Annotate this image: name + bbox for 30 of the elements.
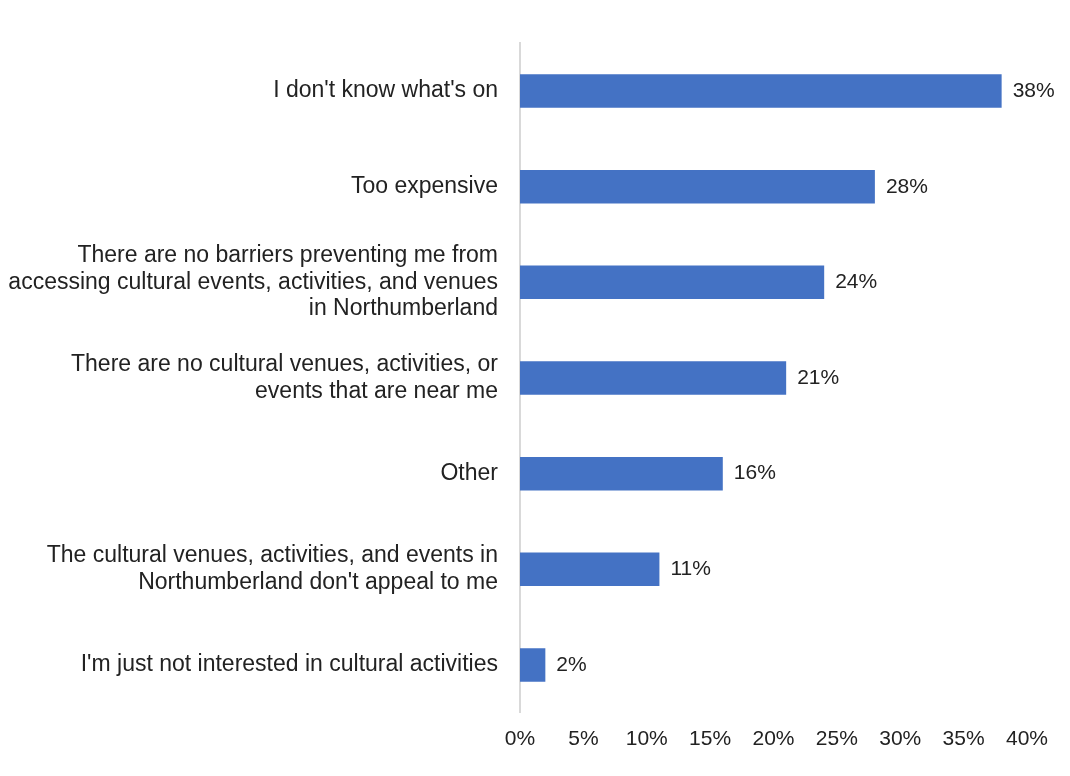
bar — [520, 552, 660, 587]
x-tick-label: 40% — [1005, 726, 1048, 750]
y-tick-label: Other — [440, 459, 499, 486]
x-tick-label: 30% — [879, 726, 922, 750]
x-tick-label: 25% — [815, 726, 858, 750]
y-tick-label: There are no cultural venues, activities, or events that are near me — [71, 350, 499, 403]
x-tick-label: 15% — [689, 726, 732, 750]
y-tick-label: The cultural venues, activities, and events in Northumberland don't appeal to me — [46, 541, 498, 594]
bar — [520, 169, 875, 204]
bar — [520, 456, 723, 491]
x-tick-label: 20% — [752, 726, 795, 750]
x-tick-label: 5% — [568, 726, 599, 750]
y-tick-label: Too expensive — [350, 172, 498, 199]
x-tick-label: 10% — [625, 726, 668, 750]
y-tick-label: There are no barriers preventing me from accessing cultural events, activities, and venues in Northumberland — [8, 241, 498, 321]
bar — [520, 265, 825, 300]
bar — [520, 361, 787, 395]
data-label: 28% — [885, 173, 928, 197]
data-label: 38% — [1012, 77, 1055, 101]
bar — [520, 648, 546, 682]
data-label: 11% — [670, 556, 711, 580]
bar — [520, 74, 1002, 108]
y-tick-label: I don't know what's on — [273, 76, 498, 103]
y-tick-label: I'm just not interested in cultural activities — [80, 650, 498, 677]
data-label: 16% — [733, 460, 776, 484]
x-tick-label: 0% — [504, 726, 536, 750]
data-label: 24% — [835, 269, 878, 293]
data-label: 2% — [556, 651, 587, 675]
data-label: 21% — [797, 364, 840, 388]
x-tick-label: 35% — [942, 726, 985, 750]
